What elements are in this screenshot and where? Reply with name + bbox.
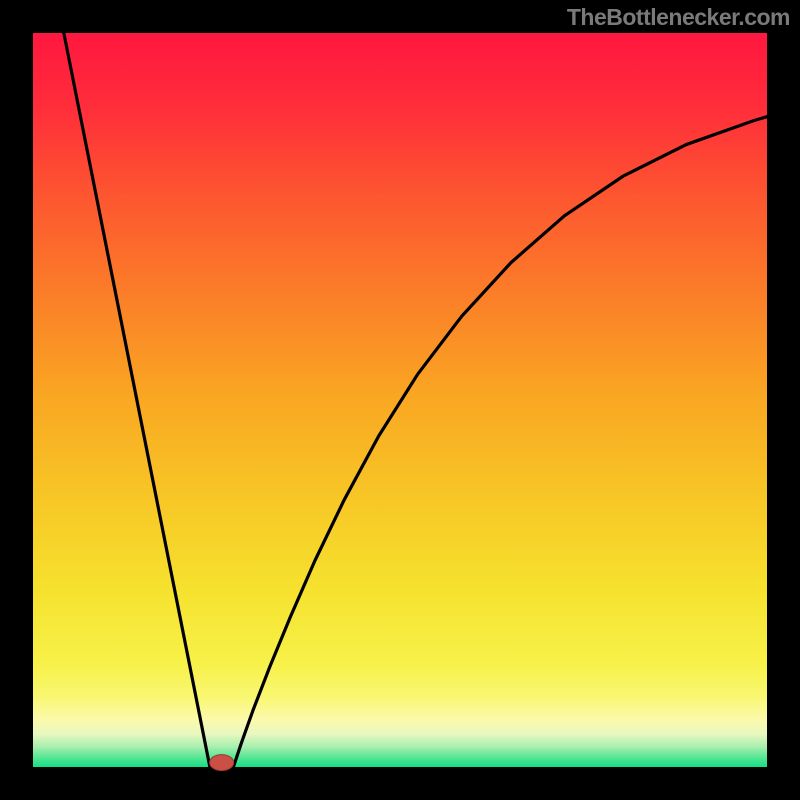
optimal-point-marker xyxy=(210,755,234,771)
chart-svg xyxy=(0,0,800,800)
watermark-text: TheBottlenecker.com xyxy=(567,4,790,31)
chart-container: TheBottlenecker.com xyxy=(0,0,800,800)
